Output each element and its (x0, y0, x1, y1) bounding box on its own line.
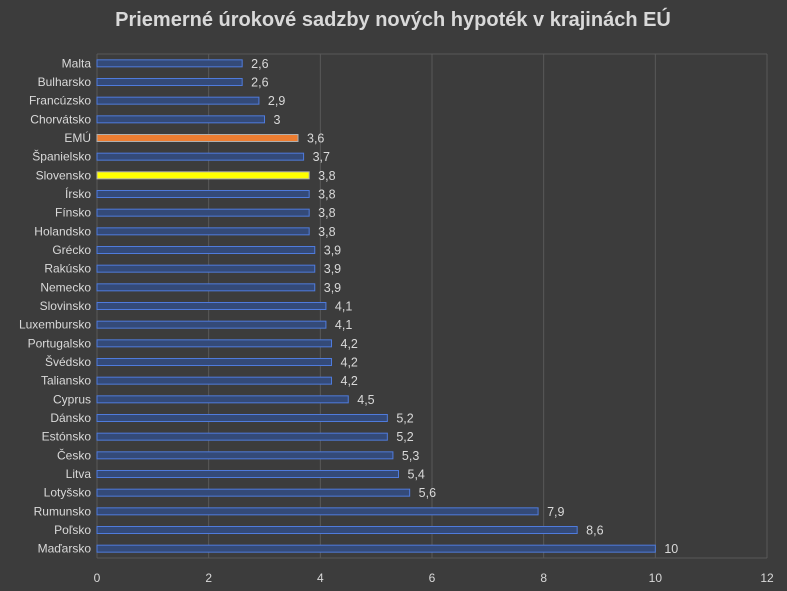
data-label-bulharsko: 2,6 (251, 76, 268, 90)
x-tick-label-2: 2 (205, 571, 212, 585)
category-label-luxembursko: Luxembursko (19, 318, 91, 332)
bar-svedsko (96, 358, 332, 366)
bar-spanielsko (96, 152, 305, 161)
bar-luxembursko (96, 320, 327, 329)
bar-nemecko (96, 283, 316, 292)
bar-lotyssko (96, 488, 411, 497)
category-label-dansko: Dánsko (50, 411, 91, 425)
bar-holandsko (96, 227, 310, 236)
bar-litva (96, 470, 399, 478)
category-label-holandsko: Holandsko (34, 224, 91, 238)
category-label-bulharsko: Bulharsko (38, 75, 92, 89)
bar-francuzsko (96, 96, 260, 105)
chart-title: Priemerné úrokové sadzby nových hypoték … (115, 7, 671, 31)
category-label-rakusko: Rakúsko (44, 262, 91, 276)
category-label-svedsko: Švédsko (45, 354, 91, 369)
bar-portugalsko (96, 339, 332, 348)
data-labels: 2,62,62,933,63,73,83,83,83,83,93,93,94,1… (251, 57, 678, 556)
data-label-grecko: 3,9 (324, 244, 341, 258)
data-label-rumunsko: 7,9 (547, 505, 564, 519)
data-label-madarsko: 10 (664, 542, 678, 556)
data-label-rakusko: 3,9 (324, 262, 341, 276)
data-label-cyprus: 4,5 (357, 393, 374, 407)
x-axis-ticks: 0 2 4 6 8 10 12 (94, 571, 774, 585)
x-tick-label-8: 8 (540, 571, 547, 585)
data-label-slovensko: 3,8 (318, 169, 335, 183)
bar-cyprus (96, 395, 349, 404)
bar-dansko (96, 414, 388, 422)
bar-polsko (96, 526, 578, 534)
data-label-svedsko: 4,2 (341, 356, 358, 370)
category-label-cyprus: Cyprus (53, 392, 91, 406)
bar-slovensko (96, 171, 310, 180)
category-label-emu: EMÚ (64, 130, 91, 145)
bar-grecko (96, 246, 316, 254)
category-label-madarsko: Maďarsko (38, 542, 92, 556)
category-labels: Malta Bulharsko Francúzsko Chorvátsko EMÚ Špa… (19, 56, 91, 555)
data-label-taliansko: 4,2 (341, 374, 358, 388)
bar-finsko (96, 208, 310, 217)
bar-emu (96, 134, 299, 142)
category-label-litva: Litva (66, 467, 92, 481)
category-label-finsko: Fínsko (55, 206, 91, 220)
data-label-estonsko: 5,2 (396, 430, 413, 444)
data-label-cesko: 5,3 (402, 449, 419, 463)
bar-irsko (96, 190, 310, 198)
x-tick-label-0: 0 (94, 571, 101, 585)
bar-estonsko (96, 432, 388, 441)
bar-bulharsko (96, 78, 243, 86)
category-label-grecko: Grécko (52, 243, 91, 257)
data-label-slovinsko: 4,1 (335, 300, 352, 314)
category-label-portugalsko: Portugalsko (28, 336, 92, 350)
data-label-emu: 3,6 (307, 132, 324, 146)
category-label-nemecko: Nemecko (40, 280, 91, 294)
category-label-rumunsko: Rumunsko (34, 504, 92, 518)
data-label-spanielsko: 3,7 (313, 150, 330, 164)
x-tick-label-4: 4 (317, 571, 324, 585)
data-label-nemecko: 3,9 (324, 281, 341, 295)
bar-slovinsko (96, 302, 327, 310)
category-label-lotyssko: Lotyšsko (44, 486, 92, 500)
data-label-chorvatsko: 3 (274, 113, 281, 127)
x-tick-label-6: 6 (429, 571, 436, 585)
bars (96, 59, 656, 553)
bar-malta (96, 59, 243, 68)
bar-rumunsko (96, 507, 539, 516)
category-label-irsko: Írsko (65, 186, 91, 201)
x-tick-label-12: 12 (760, 571, 774, 585)
data-label-litva: 5,4 (408, 468, 425, 482)
bar-chorvatsko (96, 115, 265, 124)
category-label-spanielsko: Španielsko (32, 149, 91, 164)
bar-rakusko (96, 264, 316, 273)
bar-taliansko (96, 376, 332, 385)
category-label-malta: Malta (62, 56, 92, 70)
category-label-taliansko: Taliansko (41, 374, 91, 388)
data-label-finsko: 3,8 (318, 206, 335, 220)
category-label-polsko: Poľsko (54, 523, 91, 537)
data-label-lotyssko: 5,6 (419, 486, 436, 500)
data-label-polsko: 8,6 (586, 524, 603, 538)
category-label-chorvatsko: Chorvátsko (30, 112, 91, 126)
data-label-portugalsko: 4,2 (341, 337, 358, 351)
data-label-luxembursko: 4,1 (335, 318, 352, 332)
category-label-cesko: Česko (57, 447, 91, 462)
bar-madarsko (96, 544, 656, 553)
data-label-dansko: 5,2 (396, 412, 413, 426)
category-label-estonsko: Estónsko (42, 430, 92, 444)
x-tick-label-10: 10 (649, 571, 663, 585)
data-label-francuzsko: 2,9 (268, 94, 285, 108)
bar-cesko (96, 451, 394, 460)
data-label-holandsko: 3,8 (318, 225, 335, 239)
data-label-irsko: 3,8 (318, 188, 335, 202)
category-label-francuzsko: Francúzsko (29, 94, 91, 108)
category-label-slovensko: Slovensko (36, 168, 92, 182)
category-label-slovinsko: Slovinsko (40, 299, 92, 313)
data-label-malta: 2,6 (251, 57, 268, 71)
